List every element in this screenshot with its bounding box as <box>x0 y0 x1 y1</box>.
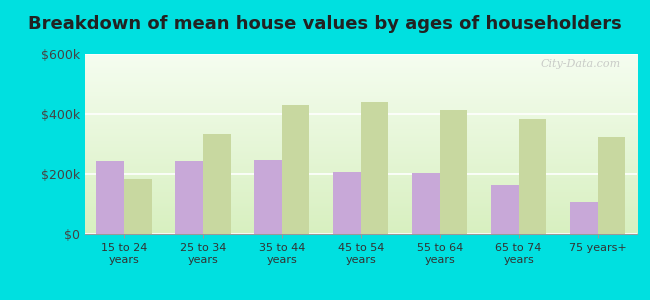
Bar <box>361 102 389 234</box>
Text: Breakdown of mean house values by ages of householders: Breakdown of mean house values by ages o… <box>28 15 622 33</box>
Bar <box>491 185 519 234</box>
Bar <box>203 134 231 234</box>
Bar <box>570 202 597 234</box>
Bar <box>96 160 124 234</box>
Bar <box>282 105 309 234</box>
Bar <box>519 118 546 234</box>
Bar <box>412 172 439 234</box>
Bar <box>124 178 151 234</box>
Bar <box>597 136 625 234</box>
Bar <box>254 160 282 234</box>
Bar <box>176 160 203 234</box>
Bar <box>333 172 361 234</box>
Bar <box>439 110 467 234</box>
Text: City-Data.com: City-Data.com <box>540 59 620 69</box>
